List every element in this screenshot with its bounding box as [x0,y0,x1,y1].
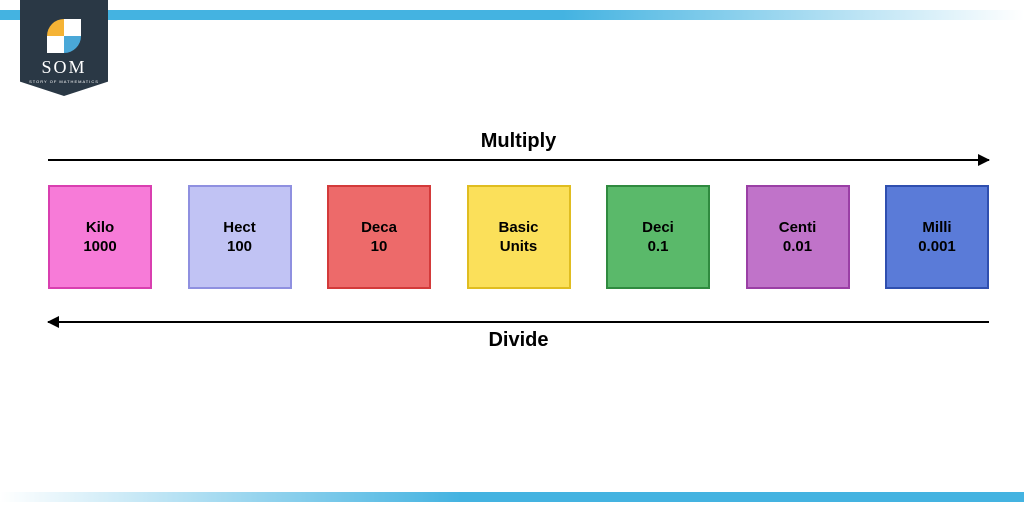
multiply-label: Multiply [48,130,989,153]
unit-box-deca: Deca10 [327,185,431,289]
unit-value: 1000 [83,237,116,257]
unit-box-centi: Centi0.01 [746,185,850,289]
top-accent-bar [0,10,1024,20]
unit-name: Kilo [86,218,114,238]
unit-name: Deci [642,218,674,238]
logo-quadrant [47,19,64,36]
logo-subtext: STORY OF MATHEMATICS [29,79,99,84]
arrow-left-icon [47,316,59,328]
logo-quadrant [64,19,81,36]
logo-badge: SOM STORY OF MATHEMATICS [20,0,108,96]
unit-value: 0.001 [918,237,956,257]
metric-prefix-diagram: Multiply Kilo1000 Hect100 Deca10 BasicUnits… [48,130,989,430]
unit-name: Hect [223,218,256,238]
unit-box-hect: Hect100 [188,185,292,289]
unit-value: Units [500,237,538,257]
divide-arrow-line [48,321,989,323]
logo-quadrant [47,36,64,53]
logo-mark-icon [47,19,81,53]
unit-value: 0.1 [648,237,669,257]
unit-box-deci: Deci0.1 [606,185,710,289]
units-row: Kilo1000 Hect100 Deca10 BasicUnits Deci0.1 Ce… [48,185,989,289]
bottom-accent-bar [0,492,1024,502]
unit-box-basic: BasicUnits [467,185,571,289]
unit-box-kilo: Kilo1000 [48,185,152,289]
unit-name: Basic [498,218,538,238]
logo-text: SOM [41,57,86,78]
divide-label: Divide [48,329,989,352]
multiply-arrow-line [48,159,989,161]
multiply-arrow-group: Multiply [48,130,989,161]
unit-name: Milli [922,218,951,238]
logo-quadrant [64,36,81,53]
divide-arrow-group: Divide [48,321,989,352]
unit-name: Deca [361,218,397,238]
unit-box-milli: Milli0.001 [885,185,989,289]
arrow-right-icon [978,154,990,166]
unit-value: 100 [227,237,252,257]
unit-name: Centi [779,218,817,238]
unit-value: 10 [371,237,388,257]
unit-value: 0.01 [783,237,812,257]
